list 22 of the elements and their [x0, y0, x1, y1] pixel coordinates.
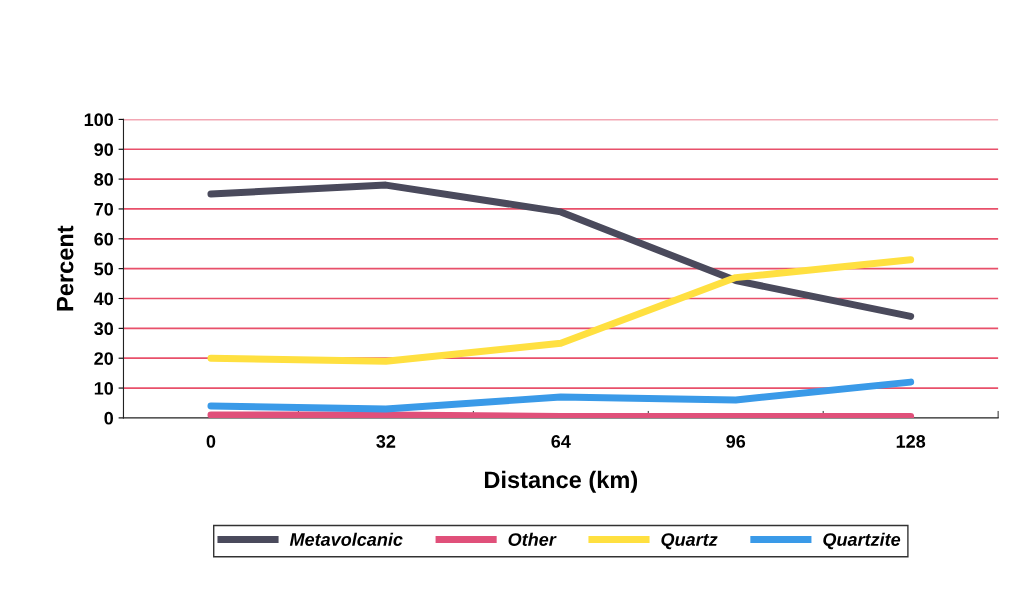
y-tick-label: 10	[94, 381, 114, 395]
legend-label: Quartz	[661, 533, 718, 550]
x-tick-label: 64	[551, 435, 571, 448]
x-tick-label: 32	[376, 435, 396, 448]
x-tick-label: 0	[206, 435, 216, 448]
legend-label: Other	[508, 532, 557, 546]
x-tick-label: 128	[896, 435, 926, 448]
legend-label: Quartzite	[823, 532, 901, 550]
y-tick-label: 70	[94, 202, 114, 216]
y-tick-label: 50	[94, 262, 114, 276]
x-axis-title: Distance (km)	[484, 470, 638, 493]
y-axis-title: Percent	[56, 225, 74, 311]
y-tick-label: 20	[94, 352, 114, 365]
y-tick-label: 60	[94, 232, 114, 246]
legend-label: Metavolcanic	[289, 532, 403, 546]
y-tick-label: 30	[94, 322, 114, 336]
y-tick-label: 100	[84, 113, 114, 127]
y-tick-label: 90	[94, 143, 114, 156]
y-tick-label: 0	[104, 411, 114, 425]
y-tick-label: 40	[93, 292, 114, 306]
x-tick-label: 96	[726, 435, 746, 448]
y-tick-label: 80	[94, 173, 114, 186]
